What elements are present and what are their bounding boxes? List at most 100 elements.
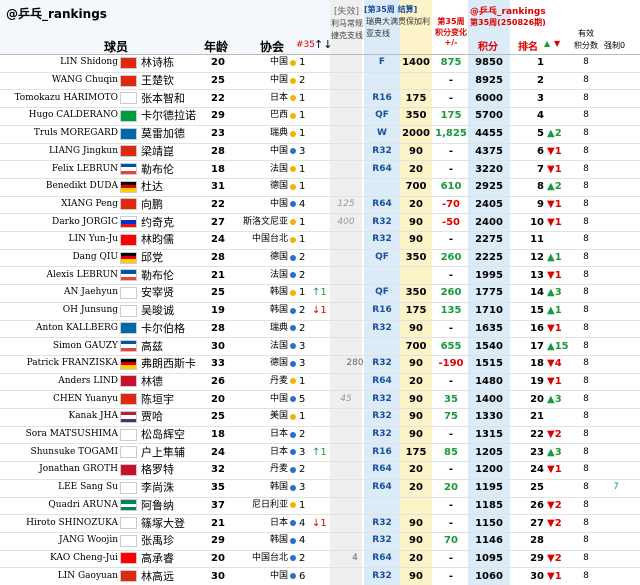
round: R32 bbox=[372, 322, 392, 333]
event-points: 20 bbox=[409, 464, 423, 476]
assoc-count: 1 bbox=[299, 128, 306, 140]
age: 21 bbox=[211, 517, 225, 529]
assoc: 日本 bbox=[269, 517, 288, 528]
assoc-dot bbox=[290, 166, 296, 173]
event-points: 20 bbox=[409, 375, 423, 387]
row-line bbox=[0, 195, 640, 197]
age: 30 bbox=[211, 340, 225, 352]
row-line bbox=[0, 390, 640, 392]
valid-count: 8 bbox=[583, 287, 589, 298]
age: 23 bbox=[211, 128, 225, 140]
flag bbox=[120, 109, 137, 122]
assoc-count: 2 bbox=[299, 305, 306, 317]
age: 19 bbox=[211, 305, 225, 317]
round: W bbox=[377, 128, 387, 139]
rank: 22 bbox=[530, 429, 544, 441]
player-cn: 张禹珍 bbox=[141, 534, 174, 548]
player-en: KAO Cheng-Jui bbox=[50, 552, 118, 563]
valid-count: 8 bbox=[583, 464, 589, 475]
player-en: CHEN Yuanyu bbox=[52, 393, 118, 404]
player-cn: 阿鲁纳 bbox=[141, 498, 174, 512]
player-cn: 户上隼辅 bbox=[141, 445, 185, 459]
row-line bbox=[0, 160, 640, 162]
player-cn: 弗朗西斯卡 bbox=[141, 357, 196, 371]
round: F bbox=[378, 57, 386, 68]
round: QF bbox=[375, 252, 389, 263]
flag bbox=[120, 481, 137, 494]
points-change: - bbox=[448, 570, 454, 582]
total-points: 1185 bbox=[475, 499, 503, 511]
assoc-dot bbox=[290, 537, 296, 544]
player-en: Alexis LEBRUN bbox=[46, 269, 118, 280]
assoc: 中国 bbox=[269, 75, 288, 86]
valid-count: 8 bbox=[583, 216, 589, 227]
player-en: Anton KALLBERG bbox=[36, 322, 118, 333]
total-points: 1995 bbox=[475, 269, 503, 281]
player-cn: 林诗栋 bbox=[141, 56, 174, 70]
player-en: Simon GAUZY bbox=[52, 340, 118, 351]
row-line bbox=[0, 531, 640, 533]
rank: 13 bbox=[530, 269, 544, 281]
flag bbox=[120, 552, 137, 565]
assoc-dot bbox=[290, 59, 296, 66]
h-period: 第35周(250826期) bbox=[470, 18, 546, 27]
rank-move: ▼2 bbox=[547, 429, 562, 441]
total-points: 1775 bbox=[475, 287, 503, 299]
rank: 3 bbox=[537, 92, 544, 104]
player-cn: 张本智和 bbox=[141, 91, 185, 105]
h-lima: 利马常规 bbox=[331, 19, 363, 28]
event-points: 90 bbox=[409, 234, 423, 246]
czech: 4 bbox=[352, 552, 358, 563]
player-en: Sora MATSUSHIMA bbox=[25, 429, 118, 440]
valid-count: 8 bbox=[583, 92, 589, 103]
total-points: 1400 bbox=[475, 393, 503, 405]
week-move: ↑1 bbox=[312, 287, 327, 299]
row-line bbox=[0, 372, 640, 374]
handle: @乒乓_rankings bbox=[6, 7, 107, 21]
assoc: 瑞典 bbox=[269, 322, 288, 333]
player-cn: 安宰贤 bbox=[141, 286, 174, 300]
flag bbox=[120, 428, 137, 441]
points-change: 260 bbox=[440, 252, 462, 264]
row-line bbox=[0, 124, 640, 126]
assoc-dot bbox=[290, 236, 296, 243]
total-points: 1146 bbox=[475, 535, 503, 547]
player-en: Shunsuke TOGAMI bbox=[30, 446, 118, 457]
points-change: -70 bbox=[441, 198, 461, 210]
player-en: JANG Woojin bbox=[59, 535, 118, 546]
assoc-dot bbox=[290, 555, 296, 562]
assoc: 德国 bbox=[269, 181, 288, 192]
total-points: 1635 bbox=[475, 322, 503, 334]
round: R32 bbox=[372, 517, 392, 528]
age: 28 bbox=[211, 322, 225, 334]
round: R32 bbox=[372, 145, 392, 156]
player-en: LIN Gaoyuan bbox=[57, 570, 118, 581]
assoc: 日本 bbox=[269, 429, 288, 440]
week-move: ↓1 bbox=[312, 517, 327, 529]
valid-count: 8 bbox=[583, 429, 589, 440]
player-cn: 林德 bbox=[141, 374, 163, 388]
row-line bbox=[0, 213, 640, 215]
age: 25 bbox=[211, 287, 225, 299]
flag bbox=[120, 463, 137, 476]
assoc-count: 1 bbox=[299, 92, 306, 104]
assoc-dot bbox=[290, 449, 296, 456]
player-en: Quadri ARUNA bbox=[48, 499, 118, 510]
flag bbox=[120, 340, 137, 353]
age: 35 bbox=[211, 482, 225, 494]
player-en: Tomokazu HARIMOTO bbox=[14, 92, 118, 103]
assoc: 韩国 bbox=[269, 305, 288, 316]
assoc-count: 6 bbox=[299, 570, 306, 582]
round: R64 bbox=[372, 482, 392, 493]
flag bbox=[120, 92, 137, 105]
event-points: 175 bbox=[405, 446, 427, 458]
age: 37 bbox=[211, 499, 225, 511]
age: 33 bbox=[211, 358, 225, 370]
total-points: 2400 bbox=[475, 216, 503, 228]
assoc-dot bbox=[290, 148, 296, 155]
event-points: 700 bbox=[405, 181, 427, 193]
event-points: 20 bbox=[409, 163, 423, 175]
flag bbox=[120, 517, 137, 530]
round: QF bbox=[375, 110, 389, 121]
total-band bbox=[468, 0, 510, 585]
